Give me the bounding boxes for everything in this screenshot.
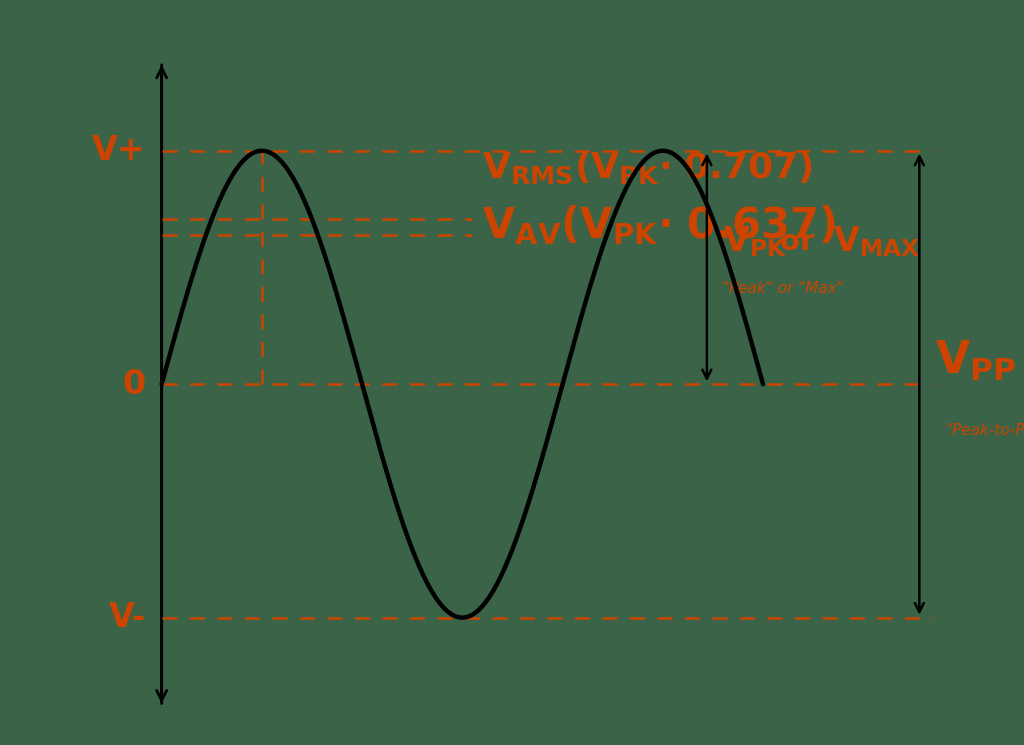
Text: $\mathbf{V}_{\mathbf{MAX}}$: $\mathbf{V}_{\mathbf{MAX}}$ — [834, 224, 921, 259]
Text: $\mathbf{V}_{\mathbf{AV}}\mathbf{(V}_{\mathbf{PK}}\mathbf{\cdot\ 0.637)}$: $\mathbf{V}_{\mathbf{AV}}\mathbf{(V}_{\m… — [482, 203, 837, 247]
Text: V-: V- — [109, 601, 145, 634]
Text: "Peak" or "Max": "Peak" or "Max" — [722, 281, 844, 296]
Text: $\mathbf{V}_{\mathbf{PK}}$: $\mathbf{V}_{\mathbf{PK}}$ — [723, 224, 787, 259]
Text: $\mathbf{V}_{\mathbf{RMS}}\mathbf{(V}_{\mathbf{PK}}\mathbf{\cdot\ 0.707)}$: $\mathbf{V}_{\mathbf{RMS}}\mathbf{(V}_{\… — [482, 150, 813, 186]
Text: $\mathbf{V}_{\mathbf{PP}}$: $\mathbf{V}_{\mathbf{PP}}$ — [935, 339, 1017, 383]
Text: "Peak-to-Peak": "Peak-to-Peak" — [945, 423, 1024, 438]
Text: $\mathbf{or}$: $\mathbf{or}$ — [779, 228, 815, 256]
Text: 0: 0 — [123, 368, 145, 401]
Text: V+: V+ — [92, 134, 145, 167]
